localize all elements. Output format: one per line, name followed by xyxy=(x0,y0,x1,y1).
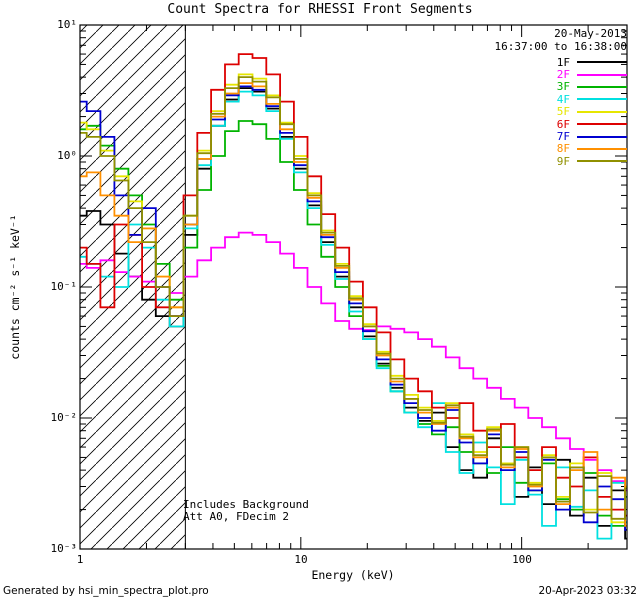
legend-row: 2F xyxy=(556,68,627,82)
y-tick-label: 10⁻² xyxy=(50,411,78,424)
legend-row: 3F xyxy=(556,80,627,94)
legend-row: 9F xyxy=(556,154,627,168)
legend-label: 8F xyxy=(556,142,570,156)
legend-line-sample xyxy=(577,61,627,64)
legend-label: 4F xyxy=(556,92,570,106)
legend-row: 5F xyxy=(556,105,627,119)
annotation-attenuator-state: Att A0, FDecim 2 xyxy=(183,510,289,523)
legend-label: 5F xyxy=(556,105,570,119)
legend-row: 8F xyxy=(556,142,627,156)
x-tick-label: 100 xyxy=(512,553,532,566)
legend-line-sample xyxy=(577,110,627,113)
legend-line-sample xyxy=(577,147,627,150)
legend-line-sample xyxy=(577,160,627,163)
legend-line-sample xyxy=(577,85,627,88)
x-axis-label: Energy (keV) xyxy=(311,568,395,582)
y-axis-label: counts cm⁻² s⁻¹ keV⁻¹ xyxy=(8,214,22,360)
legend-line-sample xyxy=(577,73,627,76)
legend-row: 6F xyxy=(556,117,627,131)
legend-label: 7F xyxy=(556,130,570,144)
y-tick-label: 10⁻³ xyxy=(50,542,78,555)
legend-label: 2F xyxy=(556,68,570,82)
date-label: 20-May-2013 xyxy=(554,27,627,40)
legend-label: 1F xyxy=(556,55,570,69)
footer-timestamp: 20-Apr-2023 03:32 xyxy=(538,585,637,597)
legend-line-sample xyxy=(577,98,627,101)
legend-label: 3F xyxy=(556,80,570,94)
legend-row: 1F xyxy=(556,55,627,69)
footer-generator-label: Generated by hsi_min_spectra_plot.pro xyxy=(3,585,209,597)
time-range-label: 16:37:00 to 16:38:00 xyxy=(494,40,627,53)
x-tick-label: 1 xyxy=(76,553,84,566)
legend-row: 7F xyxy=(556,130,627,144)
annotation-includes-background: Includes Background xyxy=(183,498,309,511)
legend: 1F 2F 3F 4F 5F 6F 7F 8F 9F xyxy=(557,56,627,168)
legend-line-sample xyxy=(577,135,627,138)
y-tick-label: 10⁰ xyxy=(57,149,77,162)
y-tick-label: 10⁻¹ xyxy=(50,280,78,293)
legend-label: 6F xyxy=(556,117,570,131)
legend-line-sample xyxy=(577,123,627,126)
plot-title: Count Spectra for RHESSI Front Segments xyxy=(167,2,473,17)
y-tick-label: 10¹ xyxy=(57,18,77,31)
legend-label: 9F xyxy=(556,154,570,168)
x-tick-label: 10 xyxy=(294,553,308,566)
legend-row: 4F xyxy=(556,92,627,106)
